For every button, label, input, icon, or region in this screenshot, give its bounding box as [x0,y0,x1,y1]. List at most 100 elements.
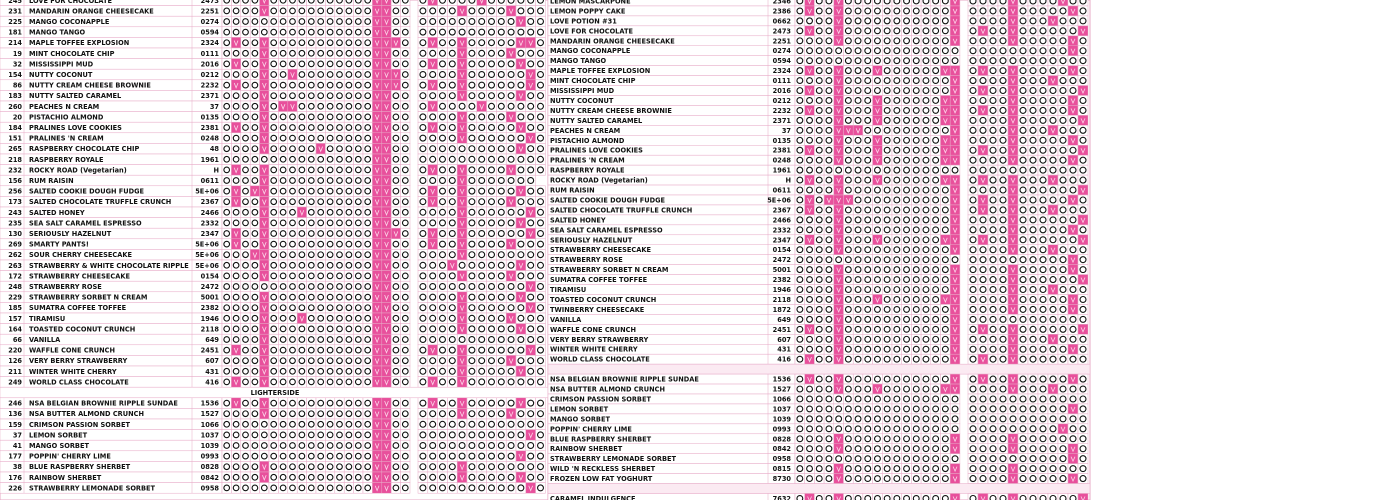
cell-border [516,186,526,197]
row-id: 220 [8,347,22,355]
cell-border [526,430,536,441]
cell-border [1078,145,1088,155]
flavour-code: 0212 [201,71,220,79]
flavour-code: 37 [210,103,220,111]
row-id: 136 [8,410,22,418]
cell-border [516,324,526,335]
cell-border [526,345,536,356]
flavour-name: SALTED COOKIE DOUGH FUDGE [29,188,145,196]
flavour-name: MANGO SORBET [29,442,89,450]
cell-border [1078,86,1088,96]
cell-border [516,143,526,154]
cell-border [526,281,536,292]
row-id: 260 [8,103,22,111]
flavour-name: TOASTED COCONUT CRUNCH [29,325,135,333]
flavour-name: MANDARIN ORANGE CHEESECAKE [29,7,154,15]
flavour-name: SEA SALT CARAMEL ESPRESSO [29,219,142,227]
flavour-name: MINT CHOCOLATE CHIP [550,77,636,85]
flavour-code: 0594 [201,29,220,37]
cell-border [506,271,516,282]
row-id: 235 [8,219,22,227]
cell-border [1068,36,1078,46]
cell-border [1078,26,1088,36]
flavour-code: 37 [782,127,792,135]
row-id: 248 [8,283,22,291]
cell-border [1068,46,1078,56]
flavour-code: 5E+06 [195,241,219,249]
cell-border [428,398,438,409]
flavour-code: 2466 [201,209,220,217]
cell-border [457,175,467,186]
cell-border [978,175,988,185]
flavour-name: WORLD CLASS CHOCOLATE [29,378,129,386]
flavour-code: 0993 [201,453,220,461]
cell-border [506,239,516,250]
flavour-code: 0154 [773,246,792,254]
cell-border [1068,195,1078,205]
cell-border [978,66,988,76]
flavour-code: 1946 [201,315,220,323]
flavour-name: STRAWBERRY ROSE [550,256,623,264]
flavour-name: STRAWBERRY CHEESECAKE [29,272,130,280]
cell-border [1008,205,1018,215]
cell-border [506,355,516,366]
flavour-code: 2451 [201,347,220,355]
flavour-code: 649 [205,336,219,344]
flavour-code: 0111 [201,50,220,58]
cell-border [526,133,536,144]
cell-border [457,408,467,419]
flavour-name: LOVE FOR CHOCOLATE [550,27,633,35]
cell-border [457,461,467,472]
cell-border [1008,105,1018,115]
cell-border [1068,66,1078,76]
cell-border [428,345,438,356]
flavour-name: MAPLE TOFFEE EXPLOSION [550,67,650,75]
cell-border [447,260,457,271]
flavour-name: NUTTY CREAM CHEESE BROWNIE [29,82,151,90]
row-id: 245 [8,0,22,5]
flavour-code: 2371 [773,117,792,125]
flavour-name: STRAWBERRY & WHITE CHOCOLATE RIPPLE [29,262,189,270]
cell-border [428,122,438,133]
cell-border [526,69,536,80]
row-id: 154 [8,71,22,79]
flavour-name: MANGO TANGO [550,57,607,65]
cell-border [516,451,526,462]
section-title: LIGHTERSIDE [251,389,300,397]
flavour-name: STRAWBERRY ROSE [29,283,102,291]
flavour-name: SMARTY PANTS! [29,241,89,249]
row-id: 176 [8,474,22,482]
flavour-name: PISTACHIO ALMOND [29,113,104,121]
flavour-name: MANGO TANGO [29,29,86,37]
flavour-code: 0212 [773,97,792,105]
cell-border [457,165,467,176]
flavour-code: 0111 [773,77,792,85]
cell-border [457,37,467,48]
flavour-name: CRIMSON PASSION SORBET [29,421,130,429]
flavour-name: MANGO COCONAPPLE [29,18,110,26]
row-id: 173 [8,198,22,206]
flavour-name: WAFFLE CONE CRUNCH [29,347,115,355]
row-id: 249 [8,378,22,386]
cell-border [1008,36,1018,46]
flavour-name: STRAWBERRY CHEESECAKE [550,246,651,254]
cell-border [457,313,467,324]
cell-border [457,6,467,17]
flavour-name: SALTED CHOCOLATE TRUFFLE CRUNCH [550,206,692,214]
flavour-code: 1961 [773,167,792,175]
flavour-code: 0842 [201,474,220,482]
flavour-name: MANDARIN ORANGE CHEESECAKE [550,37,675,45]
cell-border [978,26,988,36]
row-id: 66 [13,336,23,344]
cell-border [516,366,526,377]
flavour-code: 2324 [201,39,220,47]
cell-border [457,207,467,218]
cell-border [978,105,988,115]
flavour-code: 0958 [201,484,220,492]
flavour-code: 0828 [201,463,220,471]
flavour-name: VANILLA [29,336,61,344]
cell-border [1008,155,1018,165]
flavour-name: SALTED CHOCOLATE TRUFFLE CRUNCH [29,198,171,206]
flavour-name: PEACHES N CREAM [29,103,99,111]
